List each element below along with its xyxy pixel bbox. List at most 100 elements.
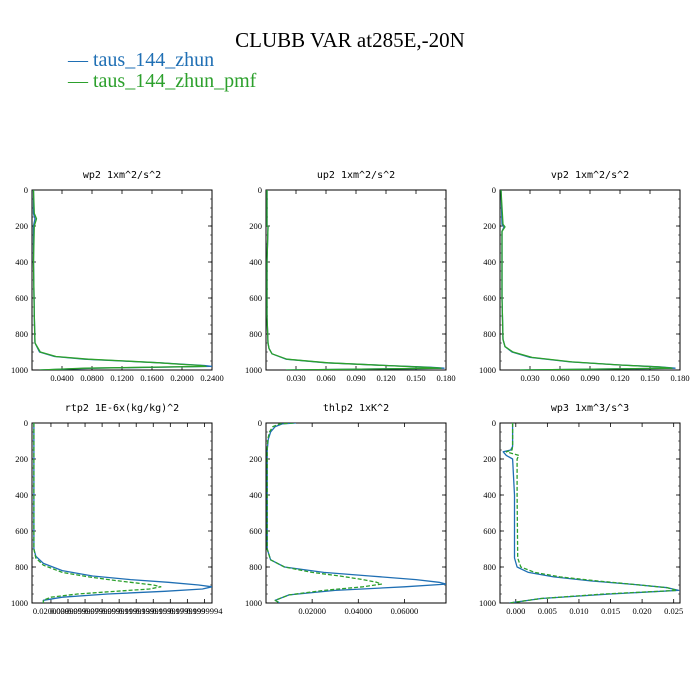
y-tick-label: 200 xyxy=(483,454,496,464)
plot-frame xyxy=(31,189,213,371)
x-tick-label: 0.010 xyxy=(569,606,588,616)
x-tick-label: 0.1199999 xyxy=(118,606,154,616)
plot-frame xyxy=(265,189,447,371)
y-tick-label: 400 xyxy=(249,490,262,500)
panel-title: vp2 1xm^2/s^2 xyxy=(551,170,629,181)
series-line-2 xyxy=(266,190,442,370)
series-line-1 xyxy=(32,190,212,370)
plot-frame xyxy=(265,422,447,604)
x-tick-label: 0.1399999 xyxy=(135,606,171,616)
x-tick-label: 0.005 xyxy=(538,606,557,616)
x-tick-label: 0.025 xyxy=(664,606,683,616)
x-tick-label: 0.0400 xyxy=(50,373,73,383)
panel-title: rtp2 1E-6x(kg/kg)^2 xyxy=(65,403,179,414)
x-tick-label: 0.04000 xyxy=(344,606,372,616)
x-tick-label: 0.0200000 xyxy=(33,606,69,616)
y-tick-label: 200 xyxy=(15,221,28,231)
x-tick-label: 0.090 xyxy=(346,373,365,383)
x-tick-label: 0.150 xyxy=(406,373,425,383)
series-line-2 xyxy=(500,190,673,370)
y-tick-label: 200 xyxy=(249,454,262,464)
panel-4: rtp2 1E-6x(kg/kg)^2 0 200 400 600 800 1000 0.02… xyxy=(11,403,223,616)
y-tick-label: 400 xyxy=(249,257,262,267)
panel-6: wp3 1xm^3/s^3 0 200 400 600 800 1000 0.000 0.005… xyxy=(479,403,683,616)
y-tick-label: 200 xyxy=(483,221,496,231)
x-tick-label: 0.0999999 xyxy=(101,606,137,616)
x-tick-label: 0.0599999 xyxy=(67,606,103,616)
y-tick-label: 0 xyxy=(24,185,28,195)
y-tick-label: 600 xyxy=(483,293,496,303)
y-tick-label: 400 xyxy=(15,490,28,500)
y-tick-label: 0 xyxy=(258,418,262,428)
panel-title: wp2 1xm^2/s^2 xyxy=(83,170,161,181)
y-tick-label: 800 xyxy=(483,329,496,339)
x-tick-label: 0.1600 xyxy=(140,373,163,383)
y-tick-label: 1000 xyxy=(479,598,496,608)
x-tick-label: 0.2000 xyxy=(170,373,193,383)
y-tick-label: 1000 xyxy=(479,365,496,375)
y-tick-label: 0 xyxy=(24,418,28,428)
series-line-1 xyxy=(502,423,680,603)
legend-swatch-1: — xyxy=(68,49,88,71)
x-tick-label: 0.020 xyxy=(633,606,652,616)
x-tick-label: 0.090 xyxy=(580,373,599,383)
panel-title: up2 1xm^2/s^2 xyxy=(317,170,395,181)
y-tick-label: 800 xyxy=(15,329,28,339)
series-line-1 xyxy=(266,190,445,370)
y-tick-label: 800 xyxy=(249,562,262,572)
plot-frame xyxy=(499,422,681,604)
y-tick-label: 200 xyxy=(15,454,28,464)
y-tick-label: 1000 xyxy=(11,598,28,608)
y-tick-label: 600 xyxy=(15,293,28,303)
x-tick-label: 0.000 xyxy=(506,606,525,616)
legend-label-2: taus_144_zhun_pmf xyxy=(93,70,257,92)
legend-swatch-2: — xyxy=(68,70,88,92)
y-tick-label: 0 xyxy=(492,418,496,428)
y-tick-label: 200 xyxy=(249,221,262,231)
x-tick-label: 0.1799999 xyxy=(169,606,205,616)
y-tick-label: 1000 xyxy=(245,365,262,375)
x-tick-label: 0.030 xyxy=(286,373,305,383)
y-tick-label: 600 xyxy=(15,526,28,536)
y-tick-label: 0 xyxy=(258,185,262,195)
series-line-1 xyxy=(33,423,212,603)
panel-3: vp2 1xm^2/s^2 0 200 400 600 800 1000 0.030 0.060… xyxy=(479,170,690,383)
x-tick-label: 0.1200 xyxy=(110,373,133,383)
series-line-1 xyxy=(266,423,446,603)
x-tick-label: 0.06000 xyxy=(391,606,419,616)
x-tick-label: 0.030 xyxy=(520,373,539,383)
series-line-2 xyxy=(33,423,162,603)
series-line-2 xyxy=(266,423,383,603)
series-line-2 xyxy=(32,190,207,370)
y-tick-label: 600 xyxy=(249,293,262,303)
legend: — taus_144_zhun — taus_144_zhun_pmf xyxy=(68,50,256,92)
x-tick-label: 0.060 xyxy=(316,373,335,383)
x-tick-label: 0.2400 xyxy=(200,373,223,383)
x-tick-label: 0.1599999 xyxy=(152,606,188,616)
x-tick-label: 0.0800 xyxy=(80,373,103,383)
legend-entry-2: — taus_144_zhun_pmf xyxy=(68,71,256,92)
x-tick-label: 0.120 xyxy=(376,373,395,383)
y-tick-label: 1000 xyxy=(245,598,262,608)
y-tick-label: 1000 xyxy=(11,365,28,375)
x-tick-label: 0.180 xyxy=(436,373,455,383)
x-tick-label: 0.120 xyxy=(610,373,629,383)
y-tick-label: 600 xyxy=(249,526,262,536)
x-tick-label: 0.1999994 xyxy=(186,606,223,616)
x-tick-label: 0.015 xyxy=(601,606,620,616)
panel-title: wp3 1xm^3/s^3 xyxy=(551,403,629,414)
series-line-1 xyxy=(500,190,676,370)
y-tick-label: 0 xyxy=(492,185,496,195)
x-tick-label: 0.180 xyxy=(670,373,689,383)
panel-title: thlp2 1xK^2 xyxy=(323,403,389,414)
y-tick-label: 400 xyxy=(483,257,496,267)
y-tick-label: 600 xyxy=(483,526,496,536)
panel-5: thlp2 1xK^2 0 200 400 600 800 1000 0.02000 0.040… xyxy=(245,403,447,616)
legend-label-1: taus_144_zhun xyxy=(93,49,215,71)
x-tick-label: 0.0799999 xyxy=(84,606,120,616)
y-tick-label: 400 xyxy=(15,257,28,267)
x-tick-label: 0.0399999 xyxy=(50,606,86,616)
series-line-2 xyxy=(505,423,678,603)
legend-entry-1: — taus_144_zhun xyxy=(68,50,256,71)
